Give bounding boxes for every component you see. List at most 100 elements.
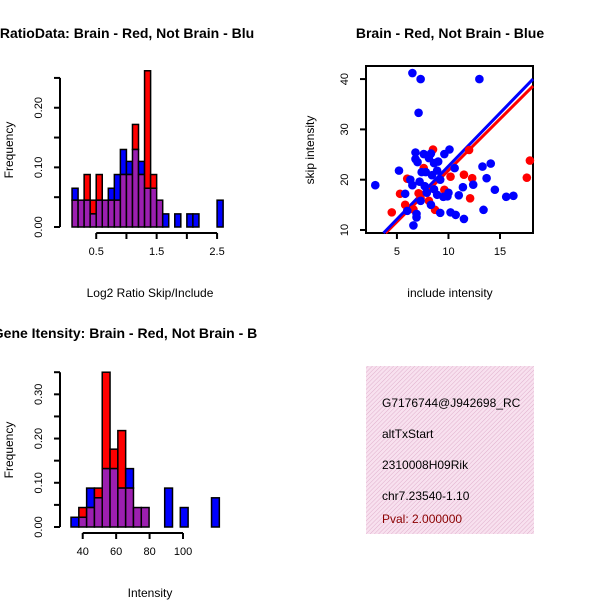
info-pval: Pval: 2.000000 (382, 512, 462, 526)
ratio-hist-y-tick-label: 0.20 (33, 97, 45, 118)
info-location: chr7.23540-1.10 (382, 489, 470, 503)
scatter-point-not-brain (408, 68, 417, 78)
intensity-hist-bar-overlap (132, 506, 143, 528)
intensity-hist-bar-brain (101, 371, 111, 470)
ratio-hist-bars (71, 70, 224, 228)
scatter-point-brain (525, 156, 535, 165)
ratio-hist-bar-overlap (149, 187, 158, 228)
intensity-hist-bar-overlap (85, 506, 96, 528)
scatter-point-brain (522, 173, 532, 182)
scatter-point-brain (465, 193, 475, 203)
scatter-points (370, 68, 535, 230)
scatter-point-not-brain (394, 166, 404, 175)
ratio-hist-bar-overlap (143, 187, 152, 228)
ratio-hist-bar-brain (131, 123, 140, 151)
scatter-point-brain (464, 145, 474, 155)
ratio-hist-bar-brain (89, 199, 97, 215)
scatter-x-tick-label: 5 (394, 246, 400, 258)
scatter-point-not-brain (445, 145, 454, 154)
intensity-hist-xlabel: Intensity (128, 586, 173, 600)
scatter-point-not-brain (443, 191, 452, 201)
intensity-hist-bar-not-brain (210, 497, 221, 528)
scatter-point-not-brain (370, 180, 380, 190)
intensity-hist-bar-not-brain (124, 467, 135, 489)
intensity-hist-x-tick-label: 100 (174, 546, 192, 558)
scatter-point-not-brain (416, 196, 425, 206)
intensity-hist-bar-not-brain (70, 516, 80, 528)
scatter-point-not-brain (413, 157, 422, 167)
ratio-hist-bar-overlap (137, 173, 146, 228)
intensity-histogram-panel: Gene Itensity: Brain - Red, Not Brain - … (0, 325, 257, 600)
scatter-point-not-brain (478, 162, 487, 171)
ratio-hist-bar-overlap (89, 213, 97, 228)
scatter-point-not-brain (432, 166, 442, 175)
scatter-point-not-brain (412, 209, 421, 219)
ratio-hist-bar-overlap (119, 173, 128, 228)
ratio-hist-bar-overlap (95, 199, 104, 228)
intensity-hist-bar-overlap (117, 487, 127, 528)
ratio-hist-bar-not-brain (119, 148, 128, 176)
intensity-hist-bar-overlap (101, 467, 111, 528)
ratio-hist-x-tick-label: 1.5 (149, 246, 164, 258)
ratio-hist-ylabel: Frequency (2, 122, 16, 179)
intensity-hist-bar-overlap (140, 506, 150, 528)
scatter-point-not-brain (454, 190, 464, 200)
info-event-type: altTxStart (382, 427, 434, 441)
scatter-point-brain (459, 170, 469, 179)
scatter-point-not-brain (451, 210, 460, 220)
intensity-hist-y-tick-label: 0.30 (33, 384, 45, 405)
ratio-hist-x-tick-label: 0.5 (89, 246, 104, 258)
ratio-hist-xlabel: Log2 Ratio Skip/Include (87, 286, 214, 300)
ratio-hist-x-tick-label: 2.5 (209, 246, 224, 258)
scatter-point-not-brain (435, 208, 445, 218)
intensity-hist-axes: 40 60 80 100 0.00 0.10 0.20 0.30 (33, 371, 192, 558)
ratio-hist-bar-not-brain (192, 213, 200, 228)
scatter-x-tick-label: 10 (442, 246, 454, 258)
ratio-hist-bar-not-brain (71, 187, 79, 201)
ratio-hist-bar-overlap (113, 199, 122, 228)
intensity-hist-title: Gene Itensity: Brain - Red, Not Brain - … (0, 325, 257, 341)
ratio-hist-bar-not-brain (107, 187, 116, 201)
scatter-point-not-brain (414, 108, 423, 118)
scatter-point-not-brain (490, 185, 500, 195)
scatter-point-not-brain (450, 163, 459, 173)
ratio-hist-bar-not-brain (113, 173, 122, 201)
scatter-point-not-brain (435, 175, 445, 184)
ratio-hist-bar-not-brain (174, 213, 182, 228)
intensity-hist-bar-brain (117, 429, 127, 489)
scatter-axes: 5 10 15 10 20 30 40 (339, 73, 506, 258)
ratio-histogram-panel: RatioData: Brain - Red, Not Brain - Blu … (0, 25, 254, 300)
scatter-x-tick-label: 15 (494, 246, 506, 258)
scatter-point-not-brain (422, 188, 432, 198)
scatter-xlabel: include intensity (407, 286, 492, 300)
ratio-hist-bar-not-brain (186, 213, 194, 228)
info-probe-id: G7176744@J942698_RC (382, 396, 521, 410)
ratio-hist-bar-not-brain (125, 160, 134, 176)
scatter-point-not-brain (426, 200, 436, 210)
ratio-hist-bar-brain (149, 173, 158, 189)
intensity-hist-bar-brain (109, 448, 119, 470)
scatter-point-not-brain (475, 74, 484, 84)
scatter-point-not-brain (426, 149, 436, 158)
scatter-title: Brain - Red, Not Brain - Blue (356, 25, 544, 41)
scatter-point-not-brain (408, 180, 417, 190)
ratio-hist-y-tick-label: 0.00 (33, 216, 45, 237)
ratio-hist-title: RatioData: Brain - Red, Not Brain - Blu (0, 25, 254, 41)
ratio-hist-bar-overlap (71, 199, 79, 228)
ratio-hist-bar-brain (143, 70, 152, 189)
intensity-hist-bar-brain (78, 506, 88, 519)
scatter-point-not-brain (482, 173, 491, 183)
intensity-hist-y-tick-label: 0.20 (33, 428, 45, 449)
scatter-y-tick-label: 20 (339, 174, 351, 186)
intensity-hist-bar-overlap (93, 497, 103, 528)
ratio-hist-bar-brain (95, 173, 104, 201)
scatter-point-not-brain (415, 177, 424, 186)
ratio-hist-bar-brain (83, 173, 91, 201)
scatter-point-not-brain (509, 191, 518, 201)
scatter-y-tick-label: 30 (339, 123, 351, 135)
scatter-plot-box (365, 65, 534, 234)
intensity-hist-y-tick-label: 0.00 (33, 516, 45, 537)
intensity-hist-bar-not-brain (163, 487, 174, 528)
scatter-ylabel: skip intensity (303, 116, 317, 185)
scatter-point-not-brain (486, 159, 496, 168)
